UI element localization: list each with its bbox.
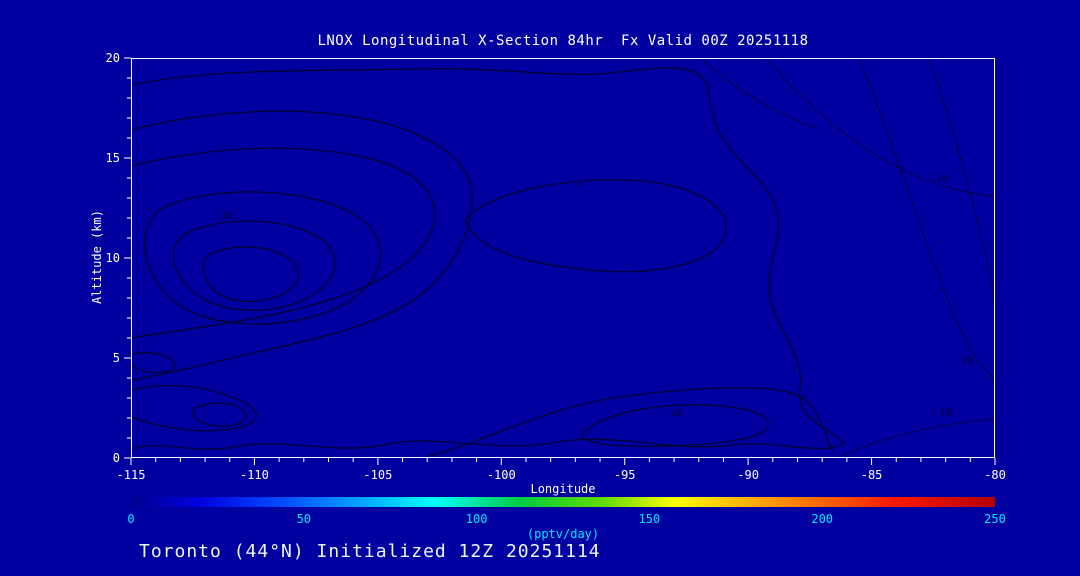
x-tick-label: -100 xyxy=(486,468,516,482)
contour-line xyxy=(172,220,336,312)
y-tick-label: 0 xyxy=(112,451,120,465)
contour-line xyxy=(464,179,727,273)
contour-line xyxy=(131,147,436,339)
contour-plot: 30 0 10 -10 -20 -10 xyxy=(124,57,996,465)
contour-line xyxy=(144,191,382,325)
contour-lines xyxy=(131,58,995,458)
y-tick-label: 15 xyxy=(105,151,120,165)
contour-line xyxy=(581,404,769,448)
y-tick-label: 5 xyxy=(112,351,120,365)
colorbar-tick-label: 250 xyxy=(984,512,1006,526)
plot-title: LNOX Longitudinal X-Section 84hr Fx Vali… xyxy=(317,33,809,49)
contour-label: 30 xyxy=(221,211,233,222)
x-tick-label: -80 xyxy=(984,468,1006,482)
colorbar xyxy=(131,497,995,507)
x-tick-label: -115 xyxy=(116,468,146,482)
run-info-text: Toronto (44°N) Initialized 12Z 20251114 xyxy=(139,541,601,562)
plot-frame xyxy=(131,58,995,458)
contour-line xyxy=(858,58,995,381)
colorbar-tick-label: 50 xyxy=(296,512,312,526)
colorbar-tick-label: 100 xyxy=(465,512,488,526)
contour-label: -10 xyxy=(934,407,952,418)
contour-line xyxy=(202,246,299,303)
axis-ticks xyxy=(124,57,996,465)
contour-line xyxy=(700,58,818,129)
y-tick-label: 10 xyxy=(105,251,120,265)
contour-line xyxy=(131,67,845,450)
contour-label: -20 xyxy=(956,356,974,367)
colorbar-tick-label: 150 xyxy=(638,512,661,526)
x-axis-label: Longitude xyxy=(530,482,596,496)
contour-line xyxy=(428,386,834,457)
x-tick-label: -110 xyxy=(239,468,269,482)
contour-line xyxy=(131,384,257,432)
contour-line xyxy=(131,110,473,381)
y-tick-label: 20 xyxy=(105,51,120,65)
colorbar-tick-label: 200 xyxy=(811,512,834,526)
x-tick-label: -85 xyxy=(860,468,883,482)
x-tick-label: -105 xyxy=(363,468,393,482)
contour-line xyxy=(131,352,176,374)
colorbar-tick-label: 0 xyxy=(127,512,135,526)
contour-line xyxy=(192,402,247,427)
contour-line xyxy=(928,58,995,311)
contour-line xyxy=(836,418,995,458)
colorbar-units-label: (pptv/day) xyxy=(526,527,600,541)
contour-label: 10 xyxy=(670,408,682,419)
contour-labels: 30 0 10 -10 -20 -10 xyxy=(218,172,976,422)
contour-line xyxy=(766,58,995,198)
contour-label: 0 xyxy=(577,178,583,189)
x-tick-label: -90 xyxy=(737,468,759,482)
x-tick-label: -95 xyxy=(613,468,636,482)
contour-label: -10 xyxy=(930,174,948,185)
